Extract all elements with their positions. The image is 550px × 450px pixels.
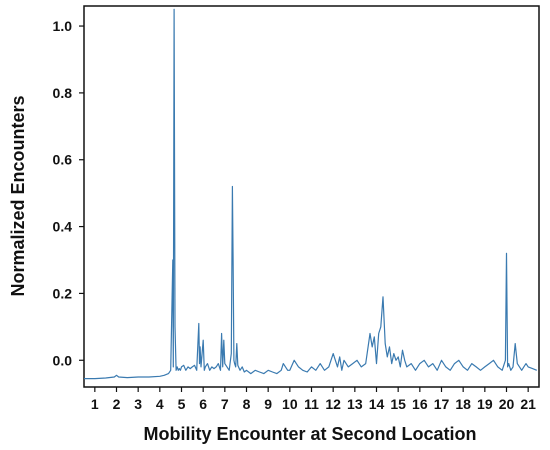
y-tick-label: 0.4 — [53, 219, 73, 235]
x-tick-label: 8 — [243, 396, 251, 412]
x-tick-label: 5 — [178, 396, 186, 412]
x-tick-label: 21 — [520, 396, 536, 412]
x-tick-label: 14 — [369, 396, 385, 412]
x-axis-title: Mobility Encounter at Second Location — [143, 424, 476, 444]
x-tick-label: 2 — [113, 396, 121, 412]
y-tick-label: 0.8 — [53, 85, 73, 101]
x-tick-label: 15 — [390, 396, 406, 412]
x-tick-label: 1 — [91, 396, 99, 412]
series-line — [84, 8, 538, 380]
y-tick-label: 0.6 — [53, 152, 73, 168]
x-tick-label: 11 — [304, 396, 319, 412]
x-tick-label: 20 — [499, 396, 515, 412]
x-tick-label: 12 — [325, 396, 341, 412]
x-tick-label: 10 — [282, 396, 298, 412]
x-tick-label: 4 — [156, 396, 164, 412]
x-tick-label: 7 — [221, 396, 229, 412]
y-tick-label: 0.0 — [53, 352, 73, 368]
x-tick-label: 6 — [199, 396, 207, 412]
x-tick-label: 16 — [412, 396, 428, 412]
plot-frame — [83, 5, 540, 388]
y-axis-ticks: 0.0 0.2 0.4 0.6 0.8 1.0 — [53, 18, 84, 368]
x-tick-label: 19 — [477, 396, 493, 412]
x-axis-ticks: 1 2 3 4 5 6 7 8 9 10 11 12 13 14 15 16 17 18 19 20 21 — [91, 387, 536, 412]
y-tick-label: 1.0 — [53, 18, 73, 34]
x-tick-label: 18 — [455, 396, 471, 412]
x-tick-label: 3 — [134, 396, 142, 412]
x-tick-label: 13 — [347, 396, 363, 412]
y-axis-title: Normalized Encounters — [8, 95, 28, 296]
y-tick-label: 0.2 — [53, 285, 73, 301]
x-tick-label: 17 — [434, 396, 450, 412]
x-tick-label: 9 — [264, 396, 272, 412]
